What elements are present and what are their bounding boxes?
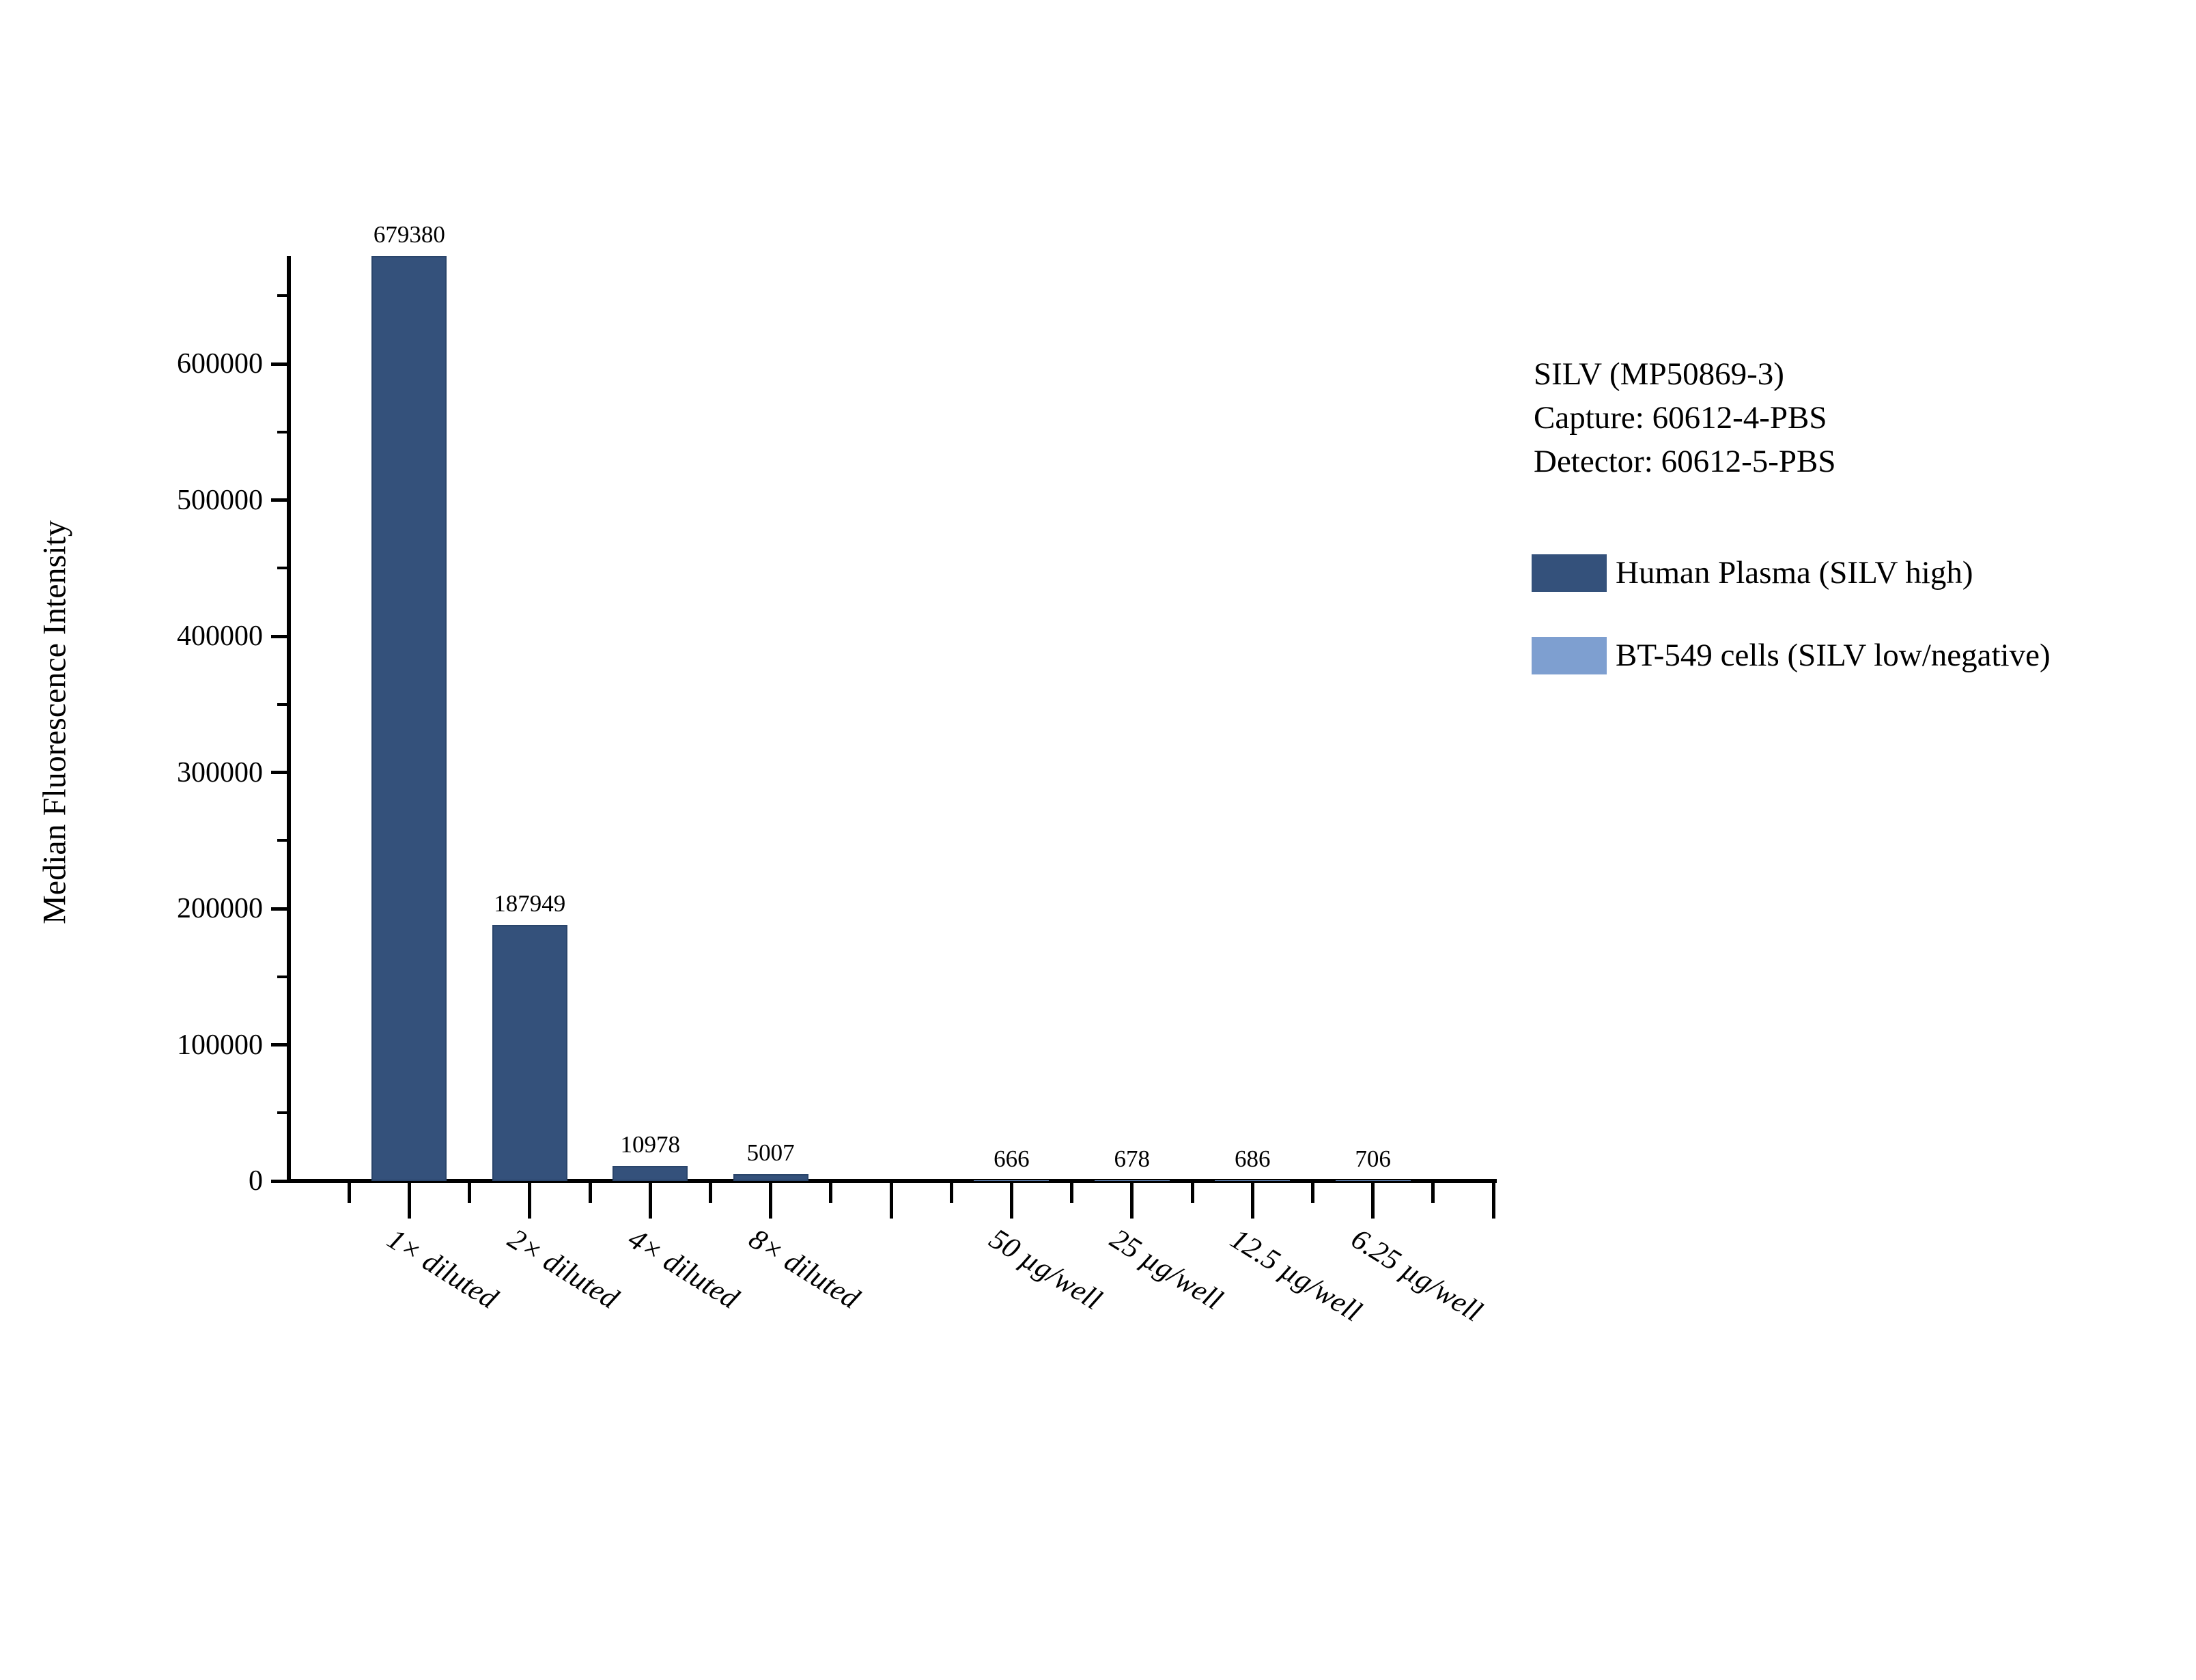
x-tick-major bbox=[1491, 1183, 1495, 1219]
y-tick-minor bbox=[277, 567, 287, 570]
x-tick-major bbox=[1371, 1183, 1375, 1219]
y-tick-major bbox=[271, 362, 287, 366]
legend-swatch-bt549-cells bbox=[1532, 637, 1607, 674]
x-category-label: 25 µg/well bbox=[1104, 1223, 1228, 1317]
x-tick-minor bbox=[1070, 1183, 1074, 1203]
y-tick-major bbox=[271, 907, 287, 911]
x-tick-major bbox=[889, 1183, 893, 1219]
x-tick-major bbox=[407, 1183, 411, 1219]
legend-swatch-human-plasma bbox=[1532, 554, 1607, 592]
x-tick-minor bbox=[708, 1183, 712, 1203]
bar bbox=[1215, 1180, 1291, 1181]
bar bbox=[733, 1174, 808, 1181]
x-tick-minor bbox=[588, 1183, 592, 1203]
x-tick-major bbox=[1130, 1183, 1134, 1219]
x-tick-major bbox=[1250, 1183, 1254, 1219]
y-tick-minor bbox=[277, 1111, 287, 1115]
annotation-line-3: Detector: 60612-5-PBS bbox=[1534, 444, 1836, 479]
legend-label-bt549-cells: BT-549 cells (SILV low/negative) bbox=[1616, 638, 2051, 673]
y-tick-major bbox=[271, 498, 287, 502]
x-category-label: 2× diluted bbox=[502, 1223, 624, 1315]
y-tick-major bbox=[271, 771, 287, 774]
y-tick-minor bbox=[277, 975, 287, 978]
x-tick-minor bbox=[1431, 1183, 1435, 1203]
bar-value-label: 678 bbox=[1114, 1145, 1151, 1172]
bar-value-label: 10978 bbox=[620, 1131, 680, 1158]
y-axis-line bbox=[287, 256, 291, 1183]
x-tick-minor bbox=[829, 1183, 833, 1203]
bar-value-label: 686 bbox=[1234, 1145, 1271, 1172]
y-tick-label: 600000 bbox=[177, 348, 263, 380]
y-tick-label: 0 bbox=[249, 1165, 263, 1197]
y-tick-minor bbox=[277, 430, 287, 433]
y-tick-label: 300000 bbox=[177, 756, 263, 788]
annotation-line-1: SILV (MP50869-3) bbox=[1534, 356, 1784, 392]
bar-value-label: 666 bbox=[994, 1145, 1030, 1172]
x-tick-major bbox=[769, 1183, 773, 1219]
y-tick-major bbox=[271, 1043, 287, 1047]
x-tick-major bbox=[1009, 1183, 1013, 1219]
x-tick-minor bbox=[1190, 1183, 1194, 1203]
bar bbox=[613, 1166, 688, 1181]
bar-value-label: 187949 bbox=[494, 890, 566, 917]
bar bbox=[1335, 1180, 1411, 1181]
x-category-label: 12.5 µg/well bbox=[1224, 1223, 1367, 1328]
annotation-line-2: Capture: 60612-4-PBS bbox=[1534, 400, 1827, 436]
x-tick-minor bbox=[949, 1183, 953, 1203]
x-tick-minor bbox=[347, 1183, 351, 1203]
y-tick-minor bbox=[277, 294, 287, 298]
y-tick-major bbox=[271, 1179, 287, 1183]
y-tick-minor bbox=[277, 839, 287, 842]
bar bbox=[1094, 1180, 1170, 1181]
bar-value-label: 706 bbox=[1355, 1145, 1391, 1172]
bar-value-label: 5007 bbox=[746, 1139, 795, 1166]
bar bbox=[974, 1180, 1050, 1181]
annotation-block: SILV (MP50869-3) Capture: 60612-4-PBS De… bbox=[1534, 352, 1836, 483]
x-tick-minor bbox=[1310, 1183, 1314, 1203]
y-tick-label: 100000 bbox=[177, 1029, 263, 1061]
x-category-label: 8× diluted bbox=[743, 1223, 865, 1315]
x-category-label: 6.25 µg/well bbox=[1345, 1223, 1488, 1328]
x-category-label: 1× diluted bbox=[382, 1223, 504, 1315]
x-tick-major bbox=[528, 1183, 532, 1219]
x-category-label: 50 µg/well bbox=[984, 1223, 1108, 1317]
y-tick-minor bbox=[277, 702, 287, 706]
y-axis-title: Median Fluorescence Intensity bbox=[36, 520, 73, 924]
legend-label-human-plasma: Human Plasma (SILV high) bbox=[1616, 555, 1973, 590]
y-tick-label: 200000 bbox=[177, 893, 263, 924]
x-tick-minor bbox=[468, 1183, 472, 1203]
bar-value-label: 679380 bbox=[373, 220, 445, 248]
x-category-label: 4× diluted bbox=[622, 1223, 744, 1315]
bar bbox=[371, 255, 447, 1181]
y-tick-label: 400000 bbox=[177, 621, 263, 652]
bar bbox=[492, 925, 567, 1181]
y-tick-label: 500000 bbox=[177, 484, 263, 516]
x-tick-major bbox=[648, 1183, 652, 1219]
y-tick-major bbox=[271, 634, 287, 638]
x-axis-line bbox=[287, 1179, 1497, 1183]
